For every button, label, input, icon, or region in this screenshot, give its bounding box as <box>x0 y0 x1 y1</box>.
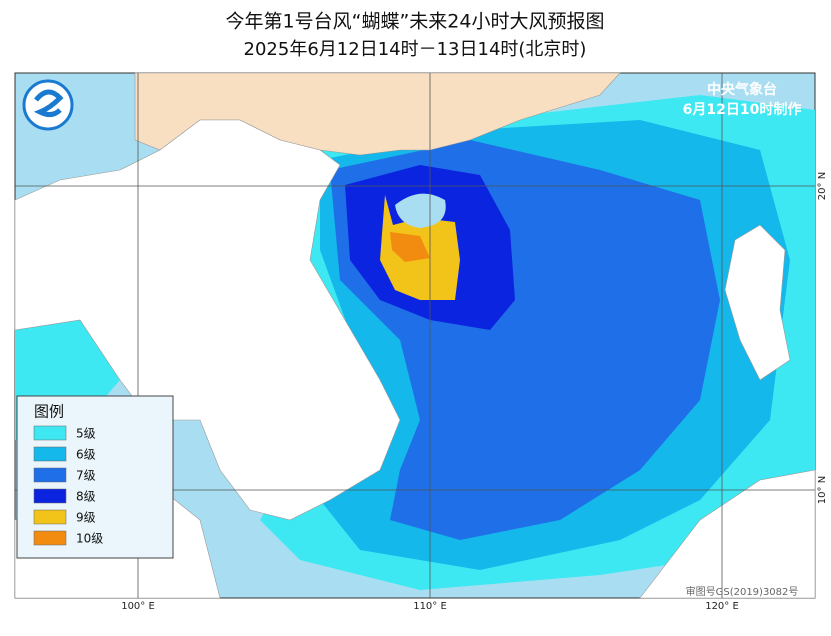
legend-swatch <box>33 488 67 504</box>
land-borneo <box>639 469 816 599</box>
legend-label: 7级 <box>76 469 96 483</box>
legend-label: 10级 <box>76 532 103 546</box>
x-label: 120° E <box>705 601 739 612</box>
legend-swatch <box>33 425 67 441</box>
gulf <box>395 193 446 228</box>
land-luzon <box>724 224 791 381</box>
approval: 审图号GS(2019)3082号 <box>686 585 799 598</box>
legend-swatch <box>33 530 67 546</box>
legend-label: 6级 <box>76 448 96 462</box>
subtitle: 2025年6月12日14时－13日14时(北京时) <box>244 39 587 60</box>
legend-label: 9级 <box>76 511 96 525</box>
legend: 图例 5级 6级 7级 8级 9级 10级 <box>16 395 174 559</box>
x-label: 110° E <box>413 601 447 612</box>
title: 今年第1号台风“蝴蝶”未来24小时大风预报图 <box>226 11 605 33</box>
legend-swatch <box>33 446 67 462</box>
y-label: 10° N <box>817 476 828 504</box>
legend-swatch <box>33 467 67 483</box>
legend-label: 5级 <box>76 427 96 441</box>
legend-label: 8级 <box>76 490 96 504</box>
agency-issued: 6月12日10时制作 <box>683 101 802 118</box>
logo-mark <box>33 89 64 118</box>
zone-10 <box>390 232 430 262</box>
legend-swatch <box>33 509 67 525</box>
legend-title: 图例 <box>34 403 64 421</box>
axis-labels: 100° E 110° E 120° E 20° N 10° N <box>121 172 828 612</box>
agency-name: 中央气象台 <box>707 81 777 98</box>
map: 中央气象台 6月12日10时制作 审图号GS(2019)3082号 <box>14 72 816 599</box>
y-label: 20° N <box>817 172 828 200</box>
x-label: 100° E <box>121 601 155 612</box>
